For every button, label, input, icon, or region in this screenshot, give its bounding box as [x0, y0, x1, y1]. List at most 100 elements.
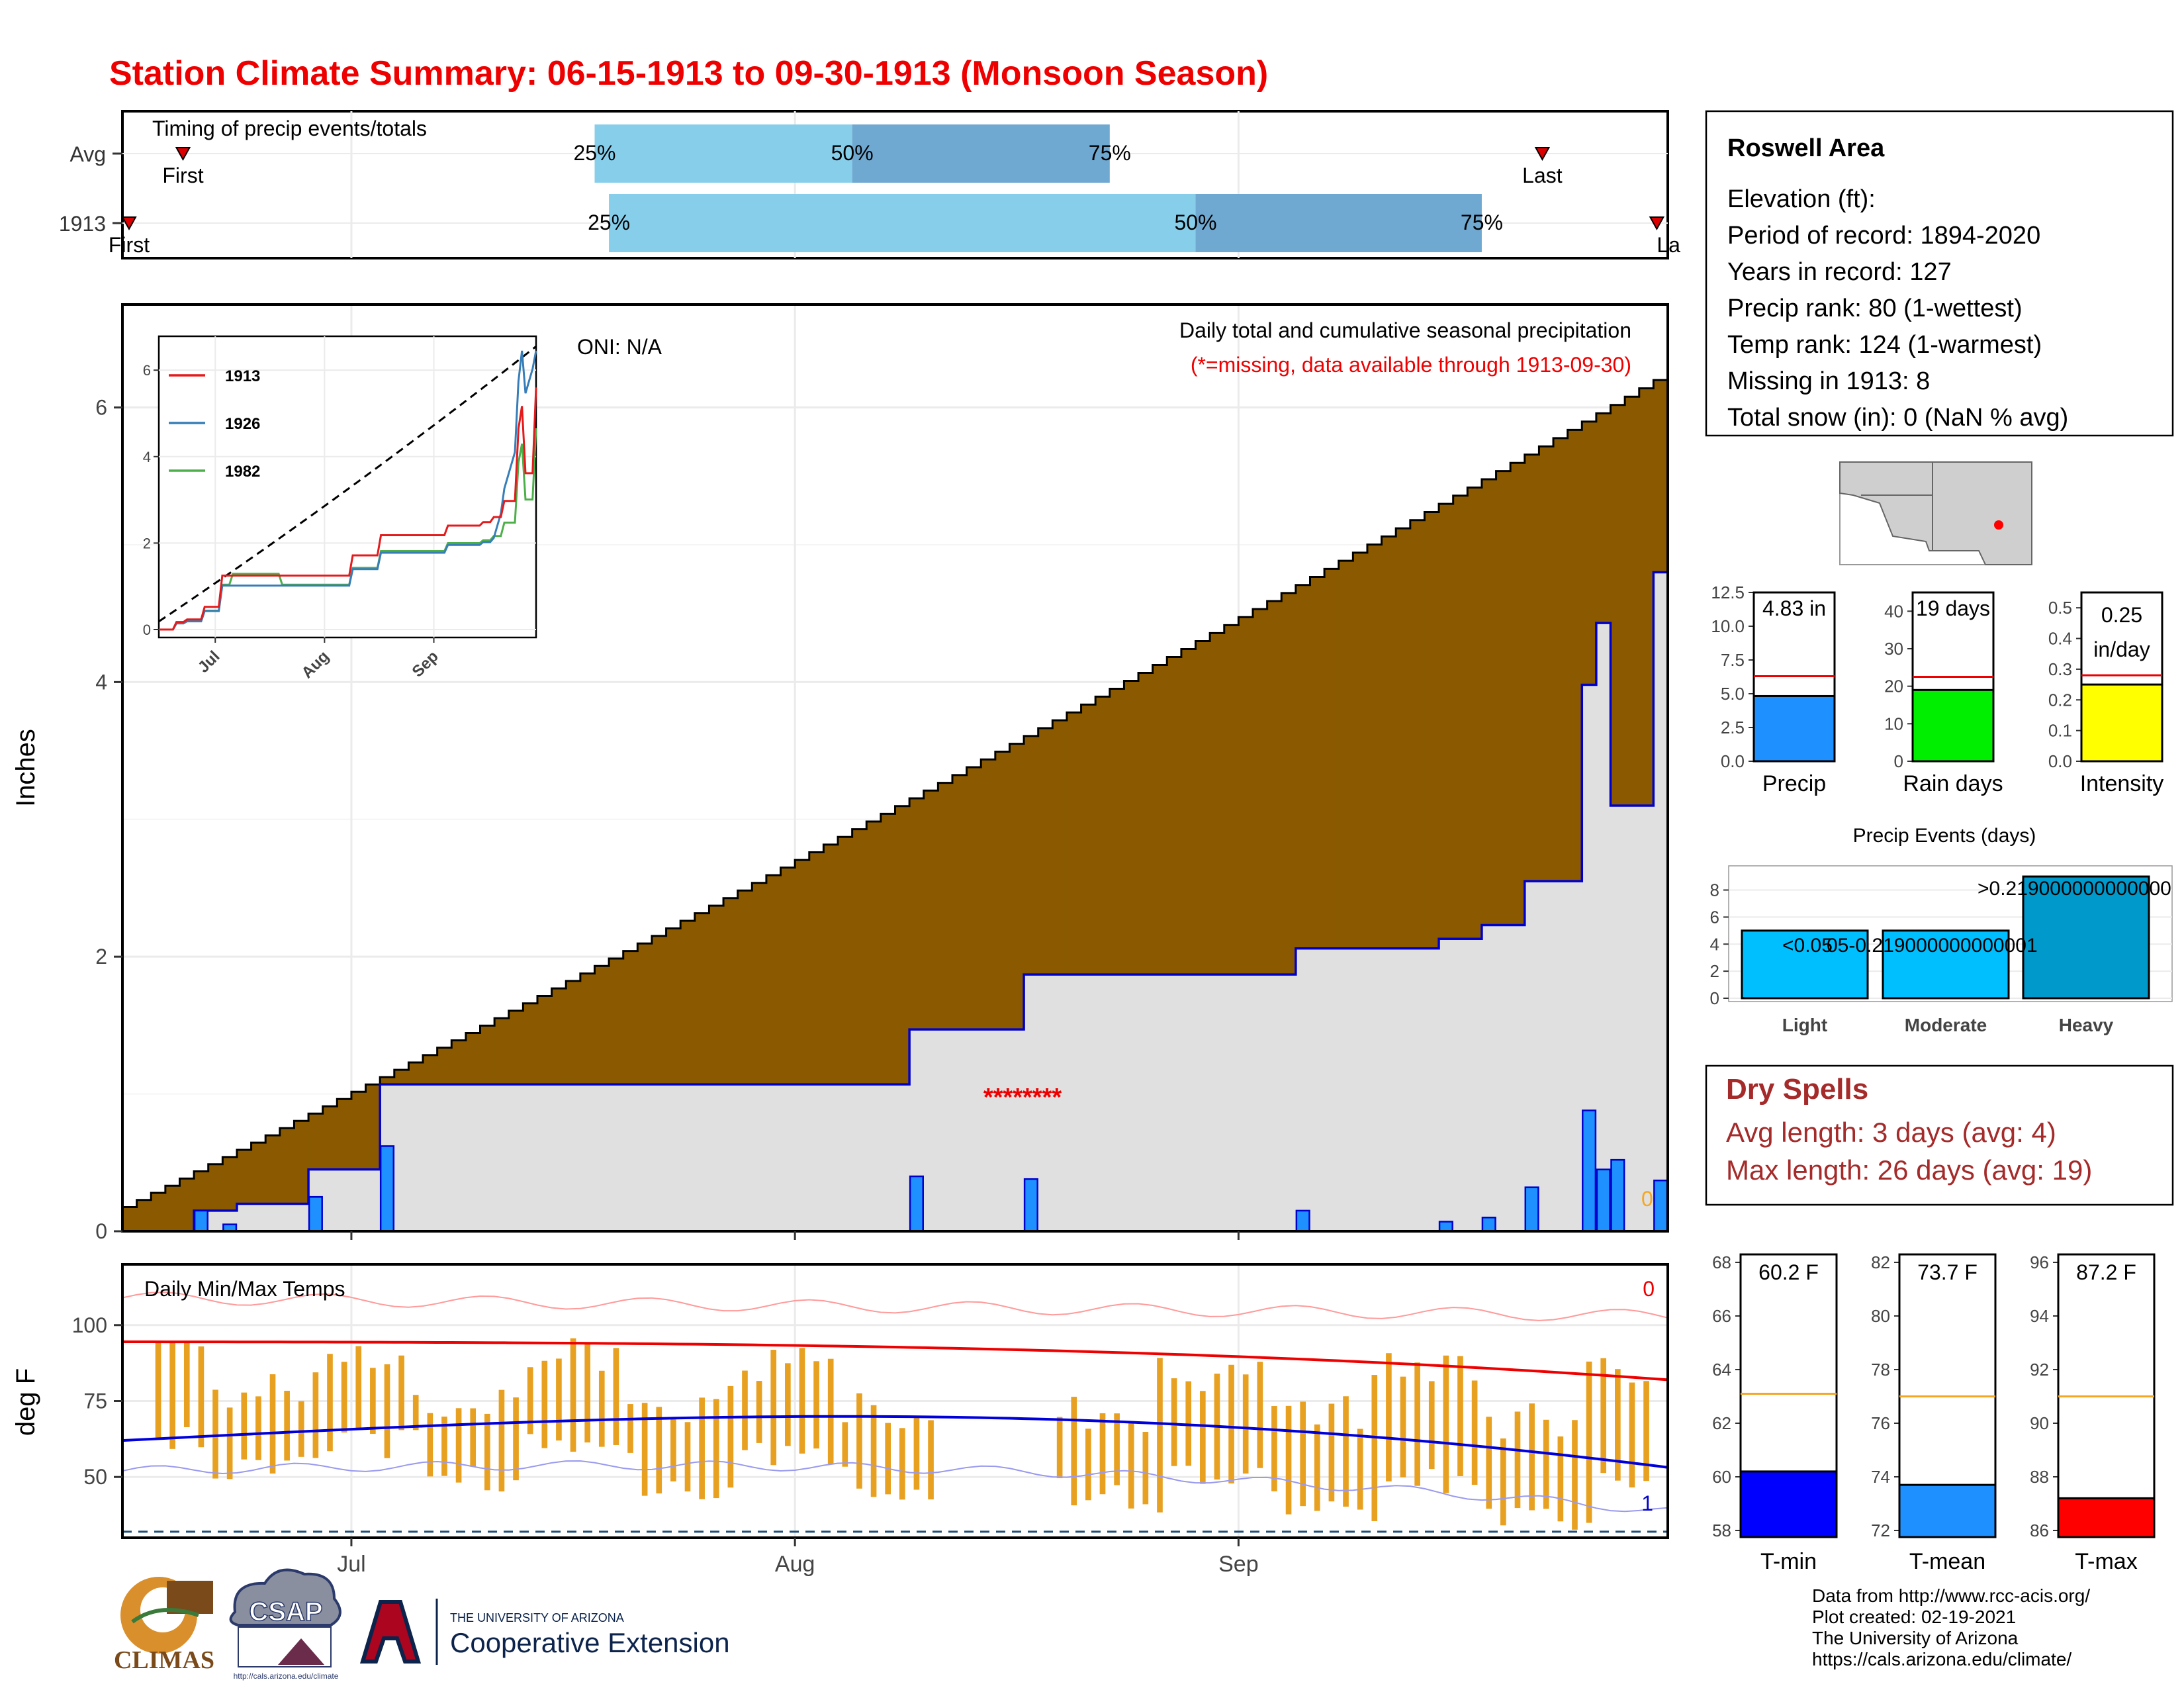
summary-tick: 0.5 — [2048, 598, 2072, 618]
daily-temp-bar — [699, 1397, 705, 1499]
daily-temp-bar — [1514, 1411, 1521, 1509]
missing-note: (*=missing, data available through 1913-… — [1191, 353, 1631, 377]
deficit-segment — [823, 844, 839, 1085]
precip-panel: 0 2 4 6 Inches ONI: N/A Daily total and cum… — [11, 303, 1669, 1243]
deficit-segment — [637, 943, 653, 1085]
deficit-segment — [1539, 446, 1554, 882]
daily-temp-bar — [1629, 1382, 1635, 1488]
deficit-segment — [880, 814, 896, 1085]
daily-temp-bar — [341, 1362, 347, 1433]
daily-temp-bar — [856, 1393, 862, 1489]
station-info-line: Precip rank: 80 (1-wettest) — [1727, 295, 2023, 322]
summary-tick: 5.0 — [1721, 684, 1745, 704]
climas-logo-text: CLIMAS — [114, 1646, 214, 1674]
summary-tick: 2.5 — [1721, 718, 1745, 737]
deficit-segment — [709, 906, 724, 1085]
daily-temp-bar — [470, 1408, 477, 1467]
daily-temp-bar — [1572, 1420, 1578, 1530]
daily-temp-bar — [1486, 1417, 1492, 1509]
deficit-segment — [1353, 552, 1368, 949]
daily-temp-bar — [713, 1399, 719, 1499]
precip-y-tick: 0 — [95, 1219, 107, 1243]
deficit-segment — [408, 1062, 424, 1085]
summary-tick: 20 — [1884, 677, 1903, 696]
summary-value-bar — [1752, 694, 1836, 763]
record-low-line — [122, 1460, 1668, 1513]
daily-temp-bar — [1114, 1413, 1120, 1485]
events-y-tick: 8 — [1710, 880, 1719, 900]
summary-bar-intensity: 0.0 0.1 0.2 0.3 0.4 0.5 0.25 in/day Intensity — [2048, 591, 2163, 796]
deficit-segment — [566, 980, 581, 1085]
temp-summary-tick: 86 — [2030, 1521, 2049, 1540]
daily-temp-bar — [641, 1403, 648, 1496]
temp-summary-t-max: 86 88 90 92 94 96 87.2 F T-max — [2030, 1252, 2156, 1574]
temp-summary-tick: 64 — [1712, 1360, 1731, 1380]
deficit-segment — [580, 973, 596, 1085]
deficit-segment — [1567, 430, 1582, 882]
deficit-segment — [480, 1025, 495, 1085]
inset-y-tick: 4 — [143, 449, 151, 465]
deficit-segment — [222, 1156, 238, 1211]
deficit-segment — [351, 1092, 367, 1170]
temp-summary-tick: 92 — [2030, 1360, 2049, 1380]
daily-temp-bar — [899, 1428, 905, 1500]
avg-cumulative-line — [122, 379, 1668, 1209]
summary-tick: 0.2 — [2048, 690, 2072, 710]
daily-temp-bar — [1085, 1429, 1091, 1501]
daily-temp-bar — [598, 1370, 605, 1447]
deficit-segment — [1224, 625, 1239, 975]
temp-summary-value-text: 87.2 F — [2076, 1260, 2136, 1284]
daily-temp-bar — [1343, 1396, 1349, 1507]
station-location-dot — [1994, 520, 2003, 530]
daily-temp-bar — [742, 1370, 748, 1450]
timing-pct-label: 25% — [588, 211, 630, 234]
ua-big-text: Cooperative Extension — [450, 1627, 730, 1658]
events-y-tick: 6 — [1710, 907, 1719, 927]
deficit-segment — [1625, 397, 1640, 806]
daily-temp-bar — [1500, 1438, 1506, 1526]
daily-temp-bar — [226, 1407, 233, 1479]
deficit-segment — [537, 996, 553, 1085]
precip-y-tick: 4 — [95, 670, 107, 694]
station-info-line: Missing in 1913: 8 — [1727, 367, 1930, 395]
daily-temp-bar — [870, 1405, 877, 1497]
location-map — [1839, 461, 2032, 565]
daily-temp-bar — [255, 1396, 261, 1460]
temp-summary-label: T-min — [1760, 1549, 1817, 1574]
deficit-segment — [1596, 413, 1612, 624]
daily-temp-bar — [284, 1390, 290, 1461]
daily-precip-bar — [1524, 1186, 1539, 1233]
1913-cumulative-line — [122, 571, 1668, 1233]
daily-precip-bar — [1610, 1158, 1625, 1233]
deficit-segment — [1095, 696, 1111, 975]
credit-line-2: Plot created: 02-19-2021 — [1812, 1607, 2016, 1627]
deficit-segment — [594, 966, 610, 1085]
temps-y-label: deg F — [11, 1368, 40, 1436]
first-label: First — [162, 164, 203, 187]
daily-temp-bar — [1443, 1355, 1449, 1493]
daily-precip-bar — [308, 1196, 323, 1233]
summary-tick: 0.0 — [2048, 751, 2072, 771]
deficit-segment — [852, 829, 867, 1085]
climas-logo: CLIMAS — [114, 1577, 214, 1674]
daily-temp-bar — [785, 1363, 791, 1446]
daily-temp-bar — [770, 1350, 777, 1466]
deficit-segment — [1510, 463, 1525, 925]
station-info-box: Roswell Area Elevation (ft): Period of re… — [1705, 110, 2174, 437]
daily-temp-bar — [498, 1389, 505, 1492]
inset-1926-line — [159, 350, 537, 631]
temp-summary-tick: 76 — [1871, 1413, 1890, 1433]
record-high-line — [122, 1291, 1668, 1321]
precip-y-tick: 6 — [95, 396, 107, 420]
daily-temp-bar — [584, 1343, 590, 1443]
timing-row-avg: Avg 25% 50% 75% First Last — [69, 124, 1563, 187]
temp-summary-value-bar — [1739, 1470, 1838, 1538]
timing-bar-50-75 — [1195, 194, 1482, 252]
temp-summary-tick: 82 — [1871, 1252, 1890, 1272]
temp-summary-tick: 68 — [1712, 1252, 1731, 1272]
summary-value-bar — [1911, 688, 1995, 763]
daily-temp-bar — [756, 1381, 762, 1443]
deficit-segment — [1081, 704, 1096, 975]
temps-top-right: 0 — [1643, 1277, 1655, 1301]
deficit-segment — [981, 759, 996, 1030]
